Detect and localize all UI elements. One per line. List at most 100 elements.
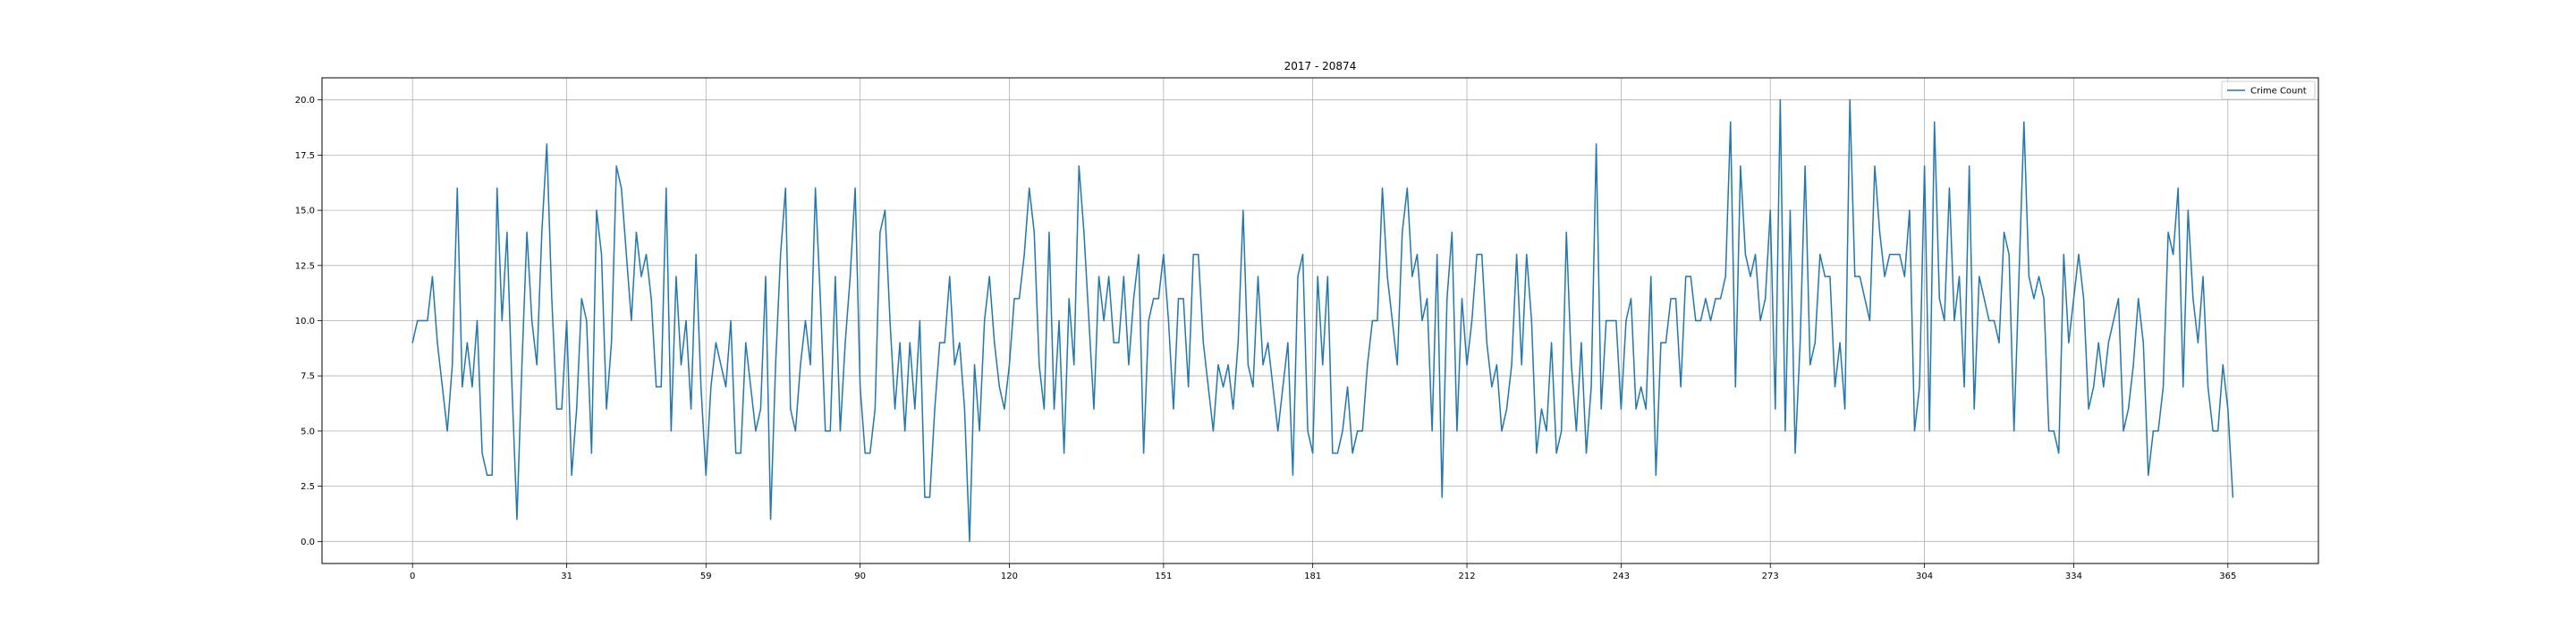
data-point xyxy=(1426,298,1428,300)
data-point xyxy=(998,386,1000,388)
data-point xyxy=(541,232,543,233)
data-point xyxy=(1600,408,1602,410)
data-point xyxy=(1138,253,1140,256)
data-point xyxy=(446,430,448,432)
grid xyxy=(322,78,2318,564)
data-point xyxy=(586,319,588,322)
data-point xyxy=(2202,275,2204,277)
data-point xyxy=(501,319,503,322)
data-point xyxy=(2103,386,2105,388)
data-point xyxy=(1153,298,1155,300)
data-point xyxy=(1163,253,1165,256)
data-point xyxy=(1272,386,1274,388)
data-point xyxy=(1053,408,1055,410)
data-point xyxy=(2177,187,2179,190)
data-point xyxy=(1247,364,1249,366)
y-tick-label: 0.0 xyxy=(301,538,315,547)
data-point xyxy=(645,253,648,256)
data-point xyxy=(660,386,662,388)
data-point xyxy=(1645,408,1647,410)
legend: Crime Count xyxy=(2221,80,2316,100)
data-point xyxy=(1829,275,1831,277)
data-point xyxy=(1097,275,1100,277)
data-point xyxy=(1526,253,1528,256)
data-point xyxy=(1854,275,1856,277)
data-point xyxy=(2018,275,2020,277)
data-point xyxy=(1993,319,1996,322)
data-point xyxy=(615,165,617,167)
data-point xyxy=(934,408,936,410)
data-point xyxy=(854,187,856,190)
data-point xyxy=(1540,408,1543,410)
data-point xyxy=(1699,319,1701,322)
data-point xyxy=(1018,298,1021,300)
data-point xyxy=(794,430,796,432)
data-point xyxy=(2063,253,2064,256)
data-point xyxy=(1844,408,1846,410)
data-point xyxy=(1182,298,1184,300)
data-point xyxy=(1307,430,1309,432)
data-point xyxy=(1192,253,1194,256)
axis-ticks: 0 31 59 90 120 151 181 212 243 273 304 334 365 0.0 2.5… xyxy=(295,96,2237,581)
data-point xyxy=(1680,386,1682,388)
data-point xyxy=(973,364,976,366)
data-point xyxy=(1864,298,1866,300)
data-point xyxy=(1620,408,1623,410)
data-point xyxy=(621,187,623,190)
data-point xyxy=(1173,408,1174,410)
y-tick-label: 2.5 xyxy=(301,482,315,492)
y-tick-label: 20.0 xyxy=(295,96,315,106)
data-point xyxy=(1282,386,1284,388)
data-point xyxy=(765,275,767,277)
data-point xyxy=(1521,364,1522,366)
data-point xyxy=(695,253,697,256)
data-point xyxy=(1411,275,1413,277)
data-point xyxy=(1899,253,1901,256)
data-point xyxy=(849,275,852,277)
data-point xyxy=(1167,319,1170,322)
data-point xyxy=(2043,298,2045,300)
data-point xyxy=(949,275,951,277)
data-point xyxy=(1342,430,1343,432)
data-point xyxy=(2113,319,2114,322)
data-point xyxy=(1889,253,1891,256)
data-point xyxy=(1392,319,1394,322)
data-point xyxy=(919,319,920,322)
data-point xyxy=(1406,187,1408,190)
y-tick-label: 17.5 xyxy=(295,151,315,161)
data-point xyxy=(775,364,776,366)
data-point xyxy=(1386,275,1388,277)
data-point xyxy=(759,408,762,410)
data-point xyxy=(819,298,821,300)
data-point xyxy=(1650,275,1652,277)
data-point xyxy=(2093,386,2095,388)
data-point xyxy=(1784,430,1786,432)
data-point xyxy=(441,386,444,388)
data-point xyxy=(1357,430,1359,432)
data-point xyxy=(1625,319,1627,322)
data-point xyxy=(2023,121,2025,123)
data-point xyxy=(924,496,926,498)
data-point xyxy=(526,232,528,233)
data-point xyxy=(511,386,513,388)
data-point xyxy=(2053,430,2055,432)
data-point xyxy=(625,253,627,256)
data-point xyxy=(1874,165,1876,167)
data-point xyxy=(1108,275,1110,277)
data-point xyxy=(804,319,807,322)
y-tick-label: 15.0 xyxy=(295,207,315,216)
data-point xyxy=(1326,275,1328,277)
data-point xyxy=(1252,386,1254,388)
data-point xyxy=(1301,253,1304,256)
data-point xyxy=(1093,408,1095,410)
data-point xyxy=(1571,364,1572,366)
data-point xyxy=(1715,298,1716,300)
series-group xyxy=(411,98,2234,543)
data-point xyxy=(531,319,533,322)
x-tick-label: 212 xyxy=(1458,572,1475,581)
data-point xyxy=(1436,253,1438,256)
data-point xyxy=(769,519,772,521)
data-point xyxy=(1212,430,1215,432)
data-point xyxy=(1078,165,1080,167)
data-point xyxy=(829,430,831,432)
